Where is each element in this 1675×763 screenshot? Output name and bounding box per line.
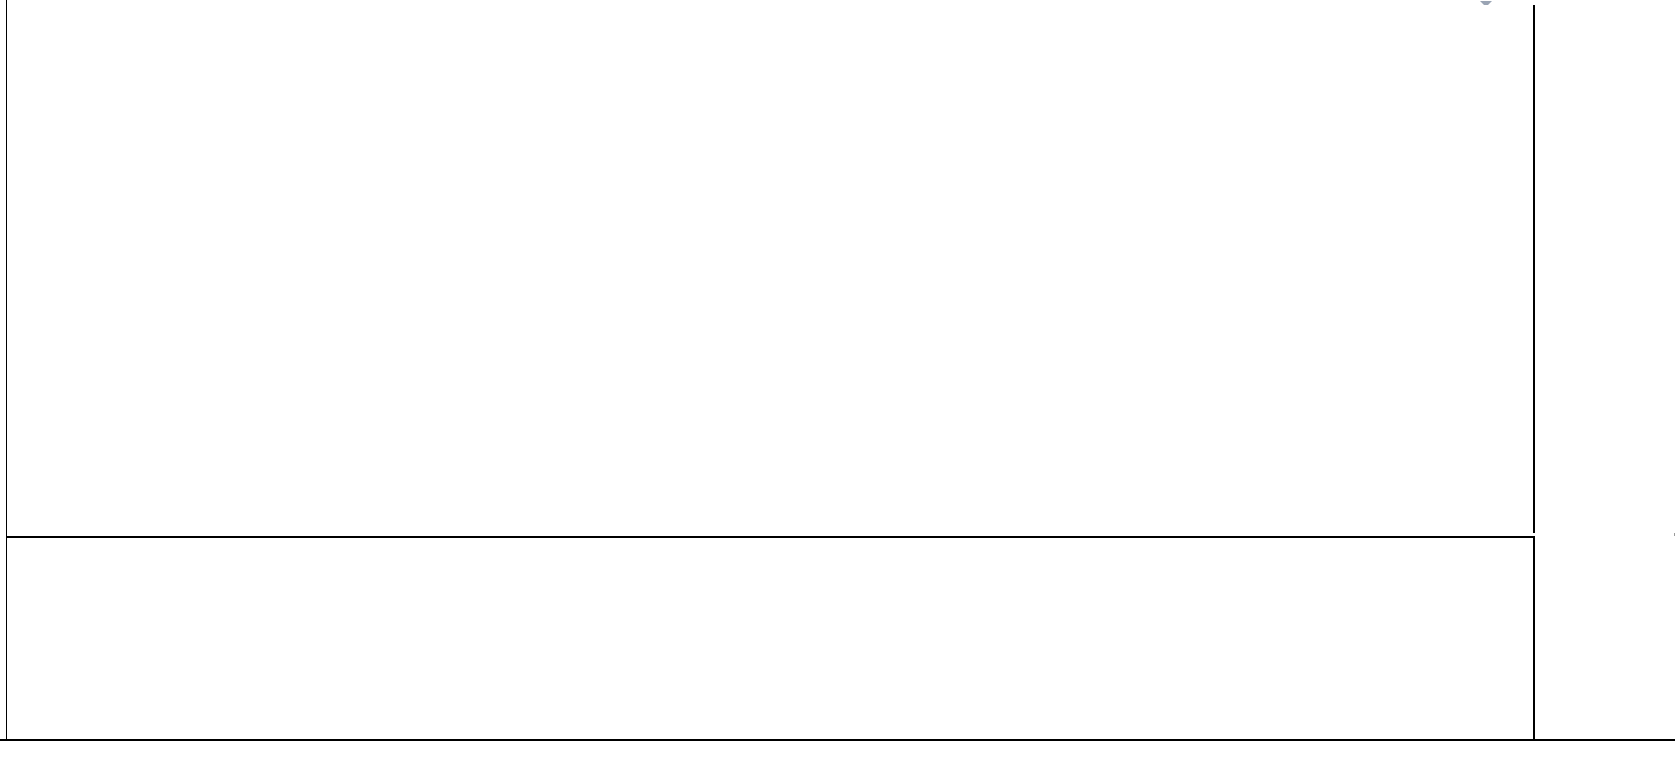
bottom-strip <box>0 761 1675 763</box>
macd-chart-svg <box>7 538 1533 741</box>
price-axis[interactable] <box>1533 5 1675 533</box>
price-chart-pane[interactable] <box>7 5 1533 533</box>
macd-pane[interactable] <box>7 536 1533 741</box>
pane-handle-icon[interactable] <box>1480 1 1492 7</box>
left-gutter <box>0 0 7 763</box>
date-axis[interactable] <box>0 739 1675 763</box>
top-strip <box>0 0 1675 7</box>
macd-axis[interactable] <box>1533 536 1675 739</box>
price-chart-svg <box>7 5 1533 533</box>
